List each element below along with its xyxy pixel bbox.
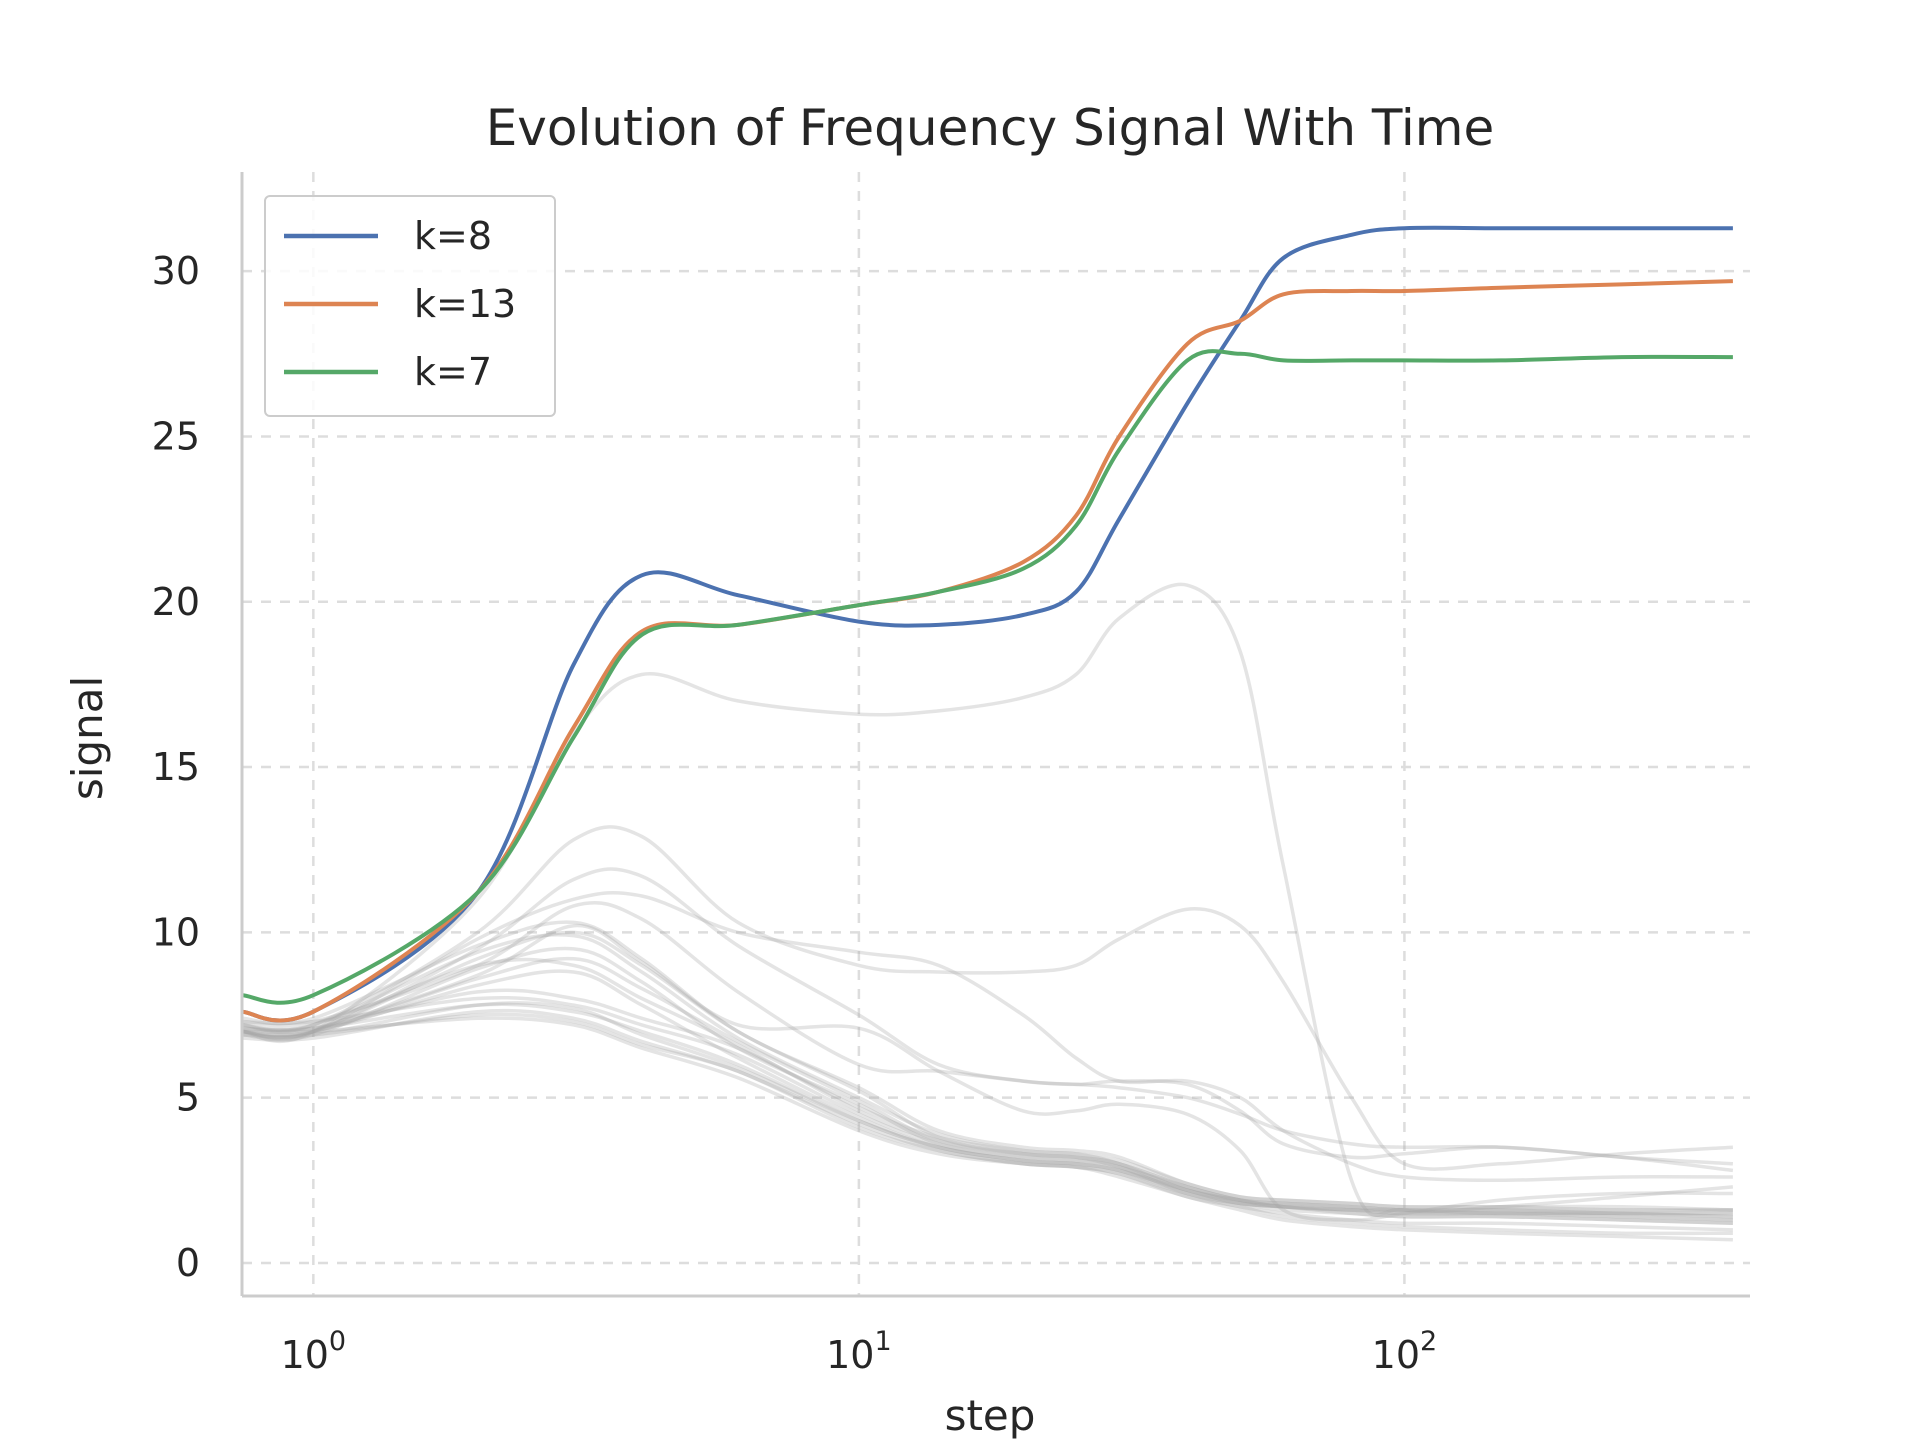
y-tick-label: 30 xyxy=(152,249,200,293)
background-series-line xyxy=(241,1002,1733,1216)
x-tick-base: 10 xyxy=(281,1333,329,1377)
chart-title: Evolution of Frequency Signal With Time xyxy=(486,99,1495,157)
axes xyxy=(240,172,1750,1298)
background-series-line xyxy=(241,1001,1733,1232)
background-series-line xyxy=(241,988,1733,1212)
y-tick-label: 15 xyxy=(152,745,200,789)
y-tick-label: 20 xyxy=(152,580,200,624)
background-series-line xyxy=(241,932,1733,1219)
x-tick-base: 10 xyxy=(1372,1333,1420,1377)
x-tick-exponent: 2 xyxy=(1420,1326,1437,1357)
y-tick-label: 0 xyxy=(176,1241,200,1285)
background-series-line xyxy=(241,825,1734,1171)
legend-entry-label: k=8 xyxy=(414,214,492,258)
x-axis-label: step xyxy=(945,1391,1036,1440)
y-tick-label: 10 xyxy=(152,910,200,954)
background-series-line xyxy=(241,920,1733,1213)
background-series-line xyxy=(241,923,1733,1222)
x-tick-label: 101 xyxy=(826,1326,892,1377)
grid xyxy=(242,172,1750,1296)
legend-box xyxy=(264,195,556,417)
background-series-line xyxy=(241,900,1734,1166)
y-tick-label: 25 xyxy=(152,414,200,458)
background-series-line xyxy=(241,1008,1733,1226)
background-series-line xyxy=(241,930,1733,1222)
background-series-line xyxy=(241,867,1734,1173)
background-series-line xyxy=(241,995,1733,1213)
background-series-line xyxy=(241,890,1733,1183)
x-tick-exponent: 1 xyxy=(874,1326,891,1357)
legend-entry-label: k=7 xyxy=(414,350,492,394)
background-series-line xyxy=(241,956,1733,1222)
x-tick-exponent: 0 xyxy=(329,1326,346,1357)
background-series-line xyxy=(241,1012,1733,1236)
x-tick-label: 102 xyxy=(1372,1326,1438,1377)
background-series-line xyxy=(241,969,1733,1219)
y-axis-label: signal xyxy=(63,676,112,800)
x-tick-label: 100 xyxy=(281,1326,347,1377)
background-series-line xyxy=(241,946,1733,1226)
legend-entry-label: k=13 xyxy=(414,282,516,326)
series-group xyxy=(241,225,1733,1023)
background-series-line xyxy=(241,957,1733,1216)
legend: k=8 k=13 k=7 xyxy=(264,195,556,417)
x-tick-base: 10 xyxy=(826,1333,874,1377)
y-tick-label: 5 xyxy=(176,1076,200,1120)
series-line xyxy=(241,225,1733,1023)
background-series-group xyxy=(241,582,1734,1242)
series-line xyxy=(241,349,1733,1005)
series-line xyxy=(241,279,1733,1023)
background-series-line xyxy=(241,1016,1733,1242)
